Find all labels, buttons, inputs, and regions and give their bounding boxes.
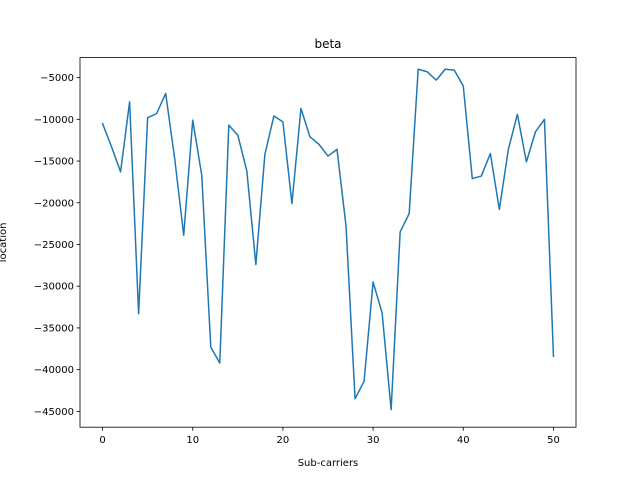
x-tick-label: 40	[457, 435, 470, 446]
y-tick-label: −20000	[34, 198, 74, 209]
y-tick-label: −25000	[34, 240, 74, 251]
y-tick-label: −10000	[34, 115, 74, 126]
x-tick-label: 10	[186, 435, 199, 446]
y-tick-label: −30000	[34, 282, 74, 293]
y-tick-label: −45000	[34, 407, 74, 418]
y-tick-label: −5000	[40, 73, 74, 84]
x-tick-label: 50	[547, 435, 560, 446]
chart-title: beta	[314, 37, 341, 51]
y-tick-label: −35000	[34, 323, 74, 334]
x-axis-label: Sub-carriers	[298, 458, 359, 469]
y-axis-label: location	[0, 223, 9, 263]
x-tick-label: 0	[99, 435, 105, 446]
x-tick-label: 20	[277, 435, 290, 446]
y-tick-label: −15000	[34, 157, 74, 168]
y-axis-ticks: −45000 −40000 −35000 −30000 −25000 −20000 −150…	[34, 73, 80, 418]
x-tick-label: 30	[367, 435, 380, 446]
y-tick-label: −40000	[34, 365, 74, 376]
